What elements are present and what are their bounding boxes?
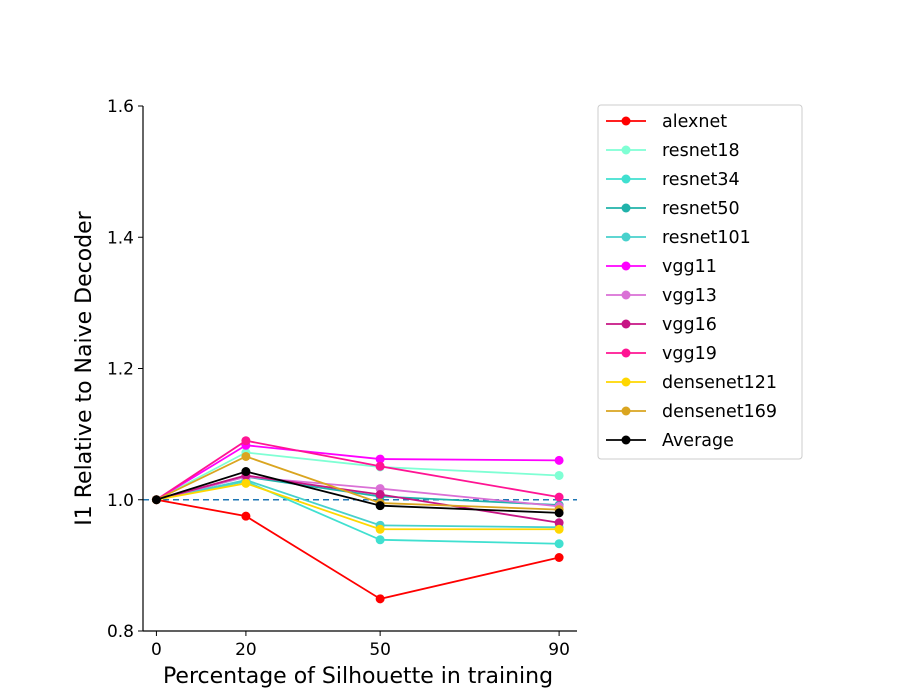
legend-item-resnet101: resnet101 bbox=[606, 228, 751, 248]
series-line bbox=[155, 444, 560, 501]
y-tick-label: 1.6 bbox=[107, 97, 134, 117]
data-point bbox=[554, 508, 564, 518]
legend-marker bbox=[621, 435, 631, 445]
legend-marker bbox=[621, 290, 631, 300]
legend-marker bbox=[621, 232, 631, 242]
data-point bbox=[375, 490, 385, 499]
legend-item-densenet121: densenet121 bbox=[606, 373, 777, 393]
data-point bbox=[375, 461, 385, 471]
axes: 0.8 1.0 1.2 1.4 1.6 0 20 50 90 bbox=[107, 97, 577, 660]
data-point bbox=[554, 553, 564, 562]
data-point bbox=[554, 524, 564, 534]
series-Average bbox=[151, 467, 564, 518]
data-point bbox=[554, 539, 564, 549]
legend-label: vgg13 bbox=[662, 286, 717, 306]
data-point bbox=[375, 524, 385, 534]
legend-item-resnet34: resnet34 bbox=[606, 170, 740, 190]
legend-item-alexnet: alexnet bbox=[606, 112, 727, 132]
data-point bbox=[241, 511, 251, 521]
legend-label: vgg11 bbox=[662, 257, 717, 277]
legend-marker bbox=[621, 145, 631, 155]
x-tick-label: 0 bbox=[151, 640, 162, 660]
legend-item-resnet18: resnet18 bbox=[606, 141, 740, 161]
x-tick-label: 90 bbox=[548, 640, 570, 660]
legend-item-vgg11: vgg11 bbox=[606, 257, 717, 277]
series-line bbox=[156, 482, 560, 531]
legend-label: resnet50 bbox=[662, 199, 740, 219]
legend-marker bbox=[621, 203, 631, 213]
data-point bbox=[241, 467, 251, 477]
legend-frame bbox=[597, 104, 803, 460]
legend-marker bbox=[621, 174, 631, 184]
y-ticks: 0.8 1.0 1.2 1.4 1.6 bbox=[107, 97, 143, 642]
y-tick-label: 1.4 bbox=[107, 228, 134, 248]
legend-items: alexnet resnet18 resnet34 resnet50 resnet101… bbox=[606, 112, 777, 451]
series-line bbox=[156, 498, 560, 600]
series-line bbox=[155, 439, 560, 501]
x-ticks: 0 20 50 90 bbox=[151, 631, 570, 660]
data-point bbox=[241, 451, 251, 461]
y-tick-label: 0.8 bbox=[107, 622, 134, 642]
legend-marker bbox=[621, 406, 631, 416]
legend-item-vgg19: vgg19 bbox=[606, 344, 717, 364]
data-point bbox=[554, 470, 564, 480]
legend-item-Average: Average bbox=[606, 431, 734, 451]
legend-label: vgg19 bbox=[662, 344, 717, 364]
y-tick-label: 1.0 bbox=[107, 491, 134, 511]
legend-item-densenet169: densenet169 bbox=[606, 402, 777, 422]
data-point bbox=[241, 478, 251, 488]
legend-label: Average bbox=[662, 431, 734, 451]
legend-label: densenet169 bbox=[662, 402, 777, 422]
y-axis-title: I1 Relative to Naive Decoder bbox=[72, 210, 97, 525]
x-axis-title: Percentage of Silhouette in training bbox=[163, 664, 553, 689]
legend-marker bbox=[621, 348, 631, 358]
legend-label: resnet34 bbox=[662, 170, 740, 190]
legend-marker bbox=[621, 116, 631, 126]
data-point bbox=[375, 501, 385, 511]
x-tick-label: 20 bbox=[235, 640, 257, 660]
data-point bbox=[554, 492, 564, 502]
legend: alexnet resnet18 resnet34 resnet50 resnet101… bbox=[597, 104, 803, 460]
legend-label: resnet18 bbox=[662, 141, 740, 161]
legend-label: vgg16 bbox=[662, 315, 717, 335]
y-tick-label: 1.2 bbox=[107, 360, 134, 380]
data-point bbox=[241, 436, 251, 446]
legend-item-resnet50: resnet50 bbox=[606, 199, 740, 219]
data-point bbox=[375, 454, 385, 464]
series-line bbox=[156, 451, 560, 501]
series-line bbox=[156, 479, 560, 529]
x-tick-label: 50 bbox=[369, 640, 391, 660]
series-layer bbox=[151, 436, 564, 604]
data-point bbox=[151, 495, 161, 505]
legend-marker bbox=[621, 319, 631, 329]
legend-item-vgg13: vgg13 bbox=[606, 286, 717, 306]
series-line bbox=[156, 455, 560, 511]
legend-label: alexnet bbox=[662, 112, 727, 132]
series-line bbox=[156, 470, 560, 514]
legend-item-vgg16: vgg16 bbox=[606, 315, 717, 335]
legend-label: resnet101 bbox=[662, 228, 751, 248]
data-point bbox=[375, 535, 385, 545]
data-point bbox=[554, 518, 564, 528]
legend-label: densenet121 bbox=[662, 373, 777, 393]
data-point bbox=[554, 455, 564, 465]
legend-marker bbox=[621, 377, 631, 387]
data-point bbox=[375, 594, 385, 604]
legend-marker bbox=[621, 261, 631, 271]
plot-area bbox=[143, 436, 577, 604]
